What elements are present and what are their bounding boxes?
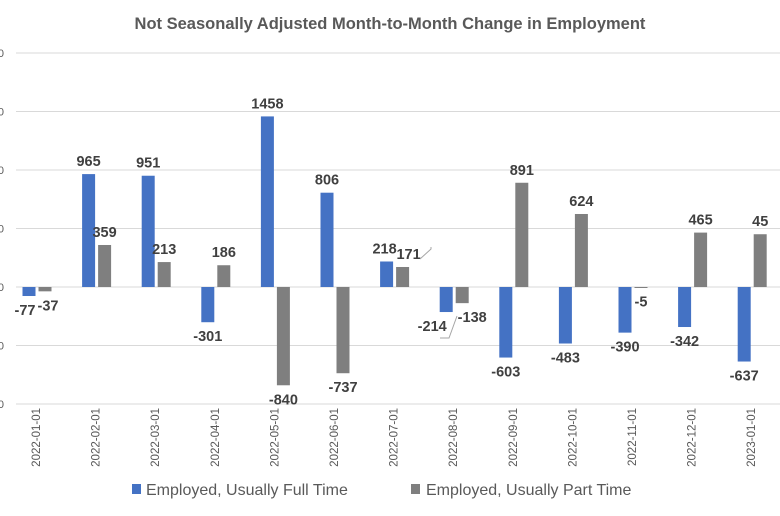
data-label: -637 xyxy=(730,369,759,385)
bar xyxy=(260,116,274,287)
data-label: 806 xyxy=(315,173,339,189)
data-label: 213 xyxy=(152,242,176,258)
bar xyxy=(753,234,767,287)
data-label: -138 xyxy=(458,310,487,326)
bar xyxy=(22,287,36,297)
data-labels: -77 -37 965 359 951 213 -301 186 1458 -840 806 -737… xyxy=(15,96,769,408)
data-label: 1458 xyxy=(251,96,283,112)
data-label: -214 xyxy=(418,319,447,335)
data-label: 624 xyxy=(569,194,593,210)
bar xyxy=(515,182,529,287)
gridlines xyxy=(16,52,780,405)
x-tick-label: 2022-10-01 xyxy=(567,408,579,467)
bar xyxy=(276,287,290,386)
data-label: 218 xyxy=(372,241,396,257)
data-label: -301 xyxy=(193,329,222,345)
data-label: -342 xyxy=(670,334,699,350)
legend: Employed, Usually Full Time Employed, Usu… xyxy=(132,482,632,499)
bar xyxy=(38,287,52,292)
data-label: -37 xyxy=(38,298,59,314)
bar xyxy=(455,287,469,304)
chart-title: Not Seasonally Adjusted Month-to-Month C… xyxy=(135,15,646,33)
y-tick-label: 0 xyxy=(0,282,4,294)
y-tick-label: 00 xyxy=(0,107,4,119)
data-label: 891 xyxy=(510,163,534,179)
data-label: 359 xyxy=(92,225,116,241)
bar xyxy=(201,287,215,323)
y-tick-label: 00 xyxy=(0,165,4,177)
legend-label: Employed, Usually Full Time xyxy=(146,482,348,499)
data-label: 951 xyxy=(136,156,160,172)
y-tick-label: 00 xyxy=(0,399,4,411)
label-leader-line xyxy=(440,315,458,339)
x-tick-label: 2022-08-01 xyxy=(448,408,460,467)
x-tick-label: 2022-05-01 xyxy=(269,408,281,467)
data-label: 171 xyxy=(396,247,420,263)
bar xyxy=(98,244,112,287)
legend-swatch xyxy=(411,484,420,494)
x-tick-label: 2023-01-01 xyxy=(746,408,758,467)
x-tick-label: 2022-12-01 xyxy=(687,408,699,467)
x-tick-label: 2022-01-01 xyxy=(31,408,43,467)
y-tick-label: 00 xyxy=(0,224,4,236)
x-tick-label: 2022-06-01 xyxy=(329,408,341,467)
bar xyxy=(82,174,96,287)
x-tick-label: 2022-07-01 xyxy=(389,408,401,467)
x-tick-label: 2022-03-01 xyxy=(150,408,162,467)
data-label: -77 xyxy=(15,303,36,319)
bar xyxy=(141,175,155,287)
label-leader-line xyxy=(419,247,432,260)
data-label: 186 xyxy=(212,245,236,261)
bar xyxy=(217,265,231,287)
bar xyxy=(396,266,410,287)
bar xyxy=(157,262,171,287)
x-tick-label: 2022-02-01 xyxy=(91,408,103,467)
bar xyxy=(499,287,513,358)
data-label: -390 xyxy=(610,340,639,356)
data-label: -5 xyxy=(635,295,648,311)
data-label: 465 xyxy=(688,213,712,229)
y-tick-label: 00 xyxy=(0,48,4,60)
data-label: -603 xyxy=(491,365,520,381)
bar xyxy=(634,287,648,288)
bar xyxy=(320,192,334,287)
data-label: 965 xyxy=(76,154,100,170)
bar xyxy=(380,261,394,287)
bar xyxy=(558,287,572,344)
x-tick-label: 2022-09-01 xyxy=(508,408,520,467)
bar xyxy=(678,287,692,328)
x-axis-tick-labels: 2022-01-01 2022-02-01 2022-03-01 2022-04-01… xyxy=(31,408,758,467)
bar xyxy=(694,232,708,287)
legend-label: Employed, Usually Part Time xyxy=(426,482,632,499)
data-label: 45 xyxy=(752,214,768,230)
data-label: -840 xyxy=(269,392,298,408)
data-label: -483 xyxy=(551,351,580,367)
bar xyxy=(737,287,751,362)
y-tick-label: 00 xyxy=(0,341,4,353)
bar xyxy=(618,287,632,333)
bar xyxy=(439,287,453,313)
bar xyxy=(336,287,350,374)
bar xyxy=(574,213,588,287)
x-tick-label: 2022-11-01 xyxy=(627,408,639,466)
data-label: -737 xyxy=(328,380,357,396)
y-axis-tick-labels: 0000000000000 xyxy=(0,48,4,411)
x-tick-label: 2022-04-01 xyxy=(210,408,222,467)
legend-swatch xyxy=(132,484,141,494)
bars xyxy=(22,116,767,386)
